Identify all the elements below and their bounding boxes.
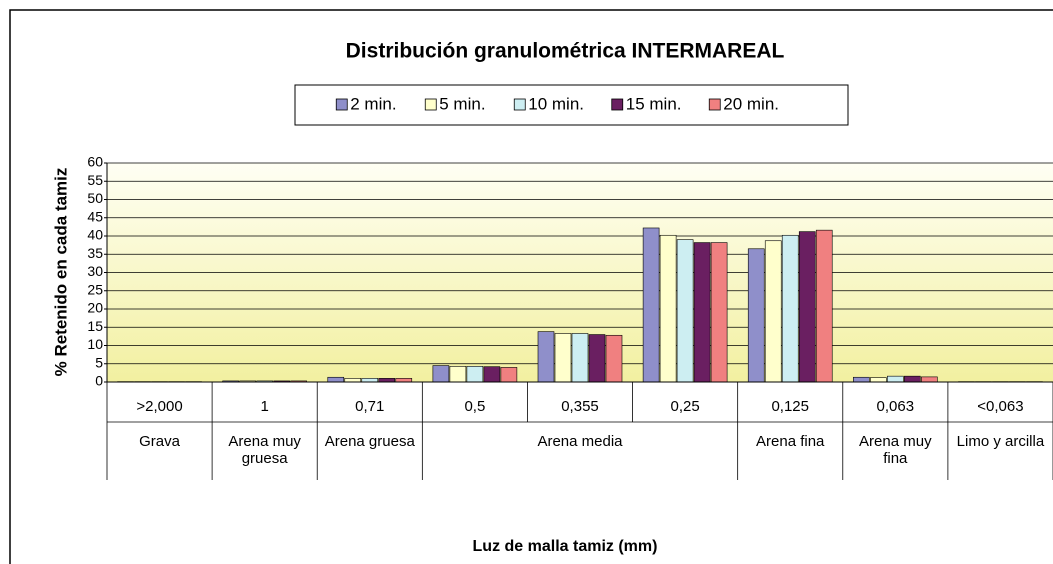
bar (676, 239, 694, 383)
group-label: Grava (139, 433, 180, 450)
legend-swatch (335, 98, 348, 111)
bar (747, 248, 765, 383)
y-axis-label: % Retenido en cada tamiz (51, 168, 70, 377)
bar (870, 377, 887, 383)
y-tick-label: 10 (87, 336, 103, 352)
x-tick-label: 0,25 (671, 398, 700, 415)
legend-swatch (513, 98, 526, 111)
y-tick-label: 0 (95, 373, 103, 389)
legend-swatch (611, 98, 624, 111)
legend-label: 2 min. (350, 94, 396, 113)
group-label: Arena gruesa (324, 433, 415, 450)
bar (449, 366, 467, 383)
y-tick-label: 60 (87, 154, 103, 170)
y-tick-label: 55 (87, 172, 103, 188)
legend-label: 15 min. (626, 94, 682, 113)
bar (605, 334, 623, 383)
bar (588, 334, 606, 383)
group-label: Arena fina (756, 433, 825, 450)
bar (537, 331, 555, 383)
group-label: Arena muy fina (859, 433, 932, 467)
y-tick-label: 20 (87, 300, 103, 316)
y-tick-label: 5 (95, 354, 103, 370)
legend-box (294, 84, 849, 126)
bar (693, 242, 711, 383)
group-label: Limo y arcilla (956, 433, 1045, 450)
bar (571, 333, 589, 383)
legend-label: 10 min. (528, 94, 584, 113)
bar (327, 376, 345, 383)
bar (466, 366, 484, 383)
x-tick-label: 0,125 (771, 398, 809, 415)
legend-label: 20 min. (723, 94, 779, 113)
y-tick-label: 30 (87, 263, 103, 279)
legend-label: 5 min. (439, 94, 485, 113)
y-tick-label: 40 (87, 227, 103, 243)
bar (659, 234, 677, 383)
bar (642, 227, 660, 383)
group-label: Arena media (537, 433, 623, 450)
bar (815, 229, 833, 383)
bar (904, 375, 921, 383)
bar (344, 378, 362, 383)
bar (764, 240, 782, 383)
bar (483, 366, 501, 383)
bar (378, 378, 396, 383)
bar (853, 376, 870, 383)
bar (710, 242, 728, 383)
bar (781, 234, 799, 383)
x-axis-label: Luz de malla tamiz (mm) (473, 538, 658, 555)
x-tick-label: <0,063 (977, 398, 1023, 415)
x-tick-label: 0,063 (877, 398, 915, 415)
bar (921, 376, 938, 383)
y-tick-label: 45 (87, 208, 103, 224)
x-tick-label: 1 (260, 398, 268, 415)
x-tick-label: >2,000 (136, 398, 182, 415)
legend-swatch (708, 98, 721, 111)
bar (798, 231, 816, 383)
legend-swatch (424, 98, 437, 111)
bar (432, 365, 450, 383)
group-label: Arena muy gruesa (228, 433, 301, 467)
y-tick-label: 15 (87, 318, 103, 334)
bar (554, 333, 572, 383)
bar (361, 378, 379, 383)
bar (500, 367, 518, 383)
x-tick-label: 0,355 (561, 398, 599, 415)
y-tick-label: 25 (87, 281, 103, 297)
x-tick-label: 0,71 (355, 398, 384, 415)
chart-title: Distribución granulométrica INTERMAREAL (346, 40, 785, 63)
x-tick-label: 0,5 (464, 398, 485, 415)
bar (395, 378, 413, 383)
bar (887, 375, 904, 383)
y-tick-label: 35 (87, 245, 103, 261)
y-tick-label: 50 (87, 190, 103, 206)
